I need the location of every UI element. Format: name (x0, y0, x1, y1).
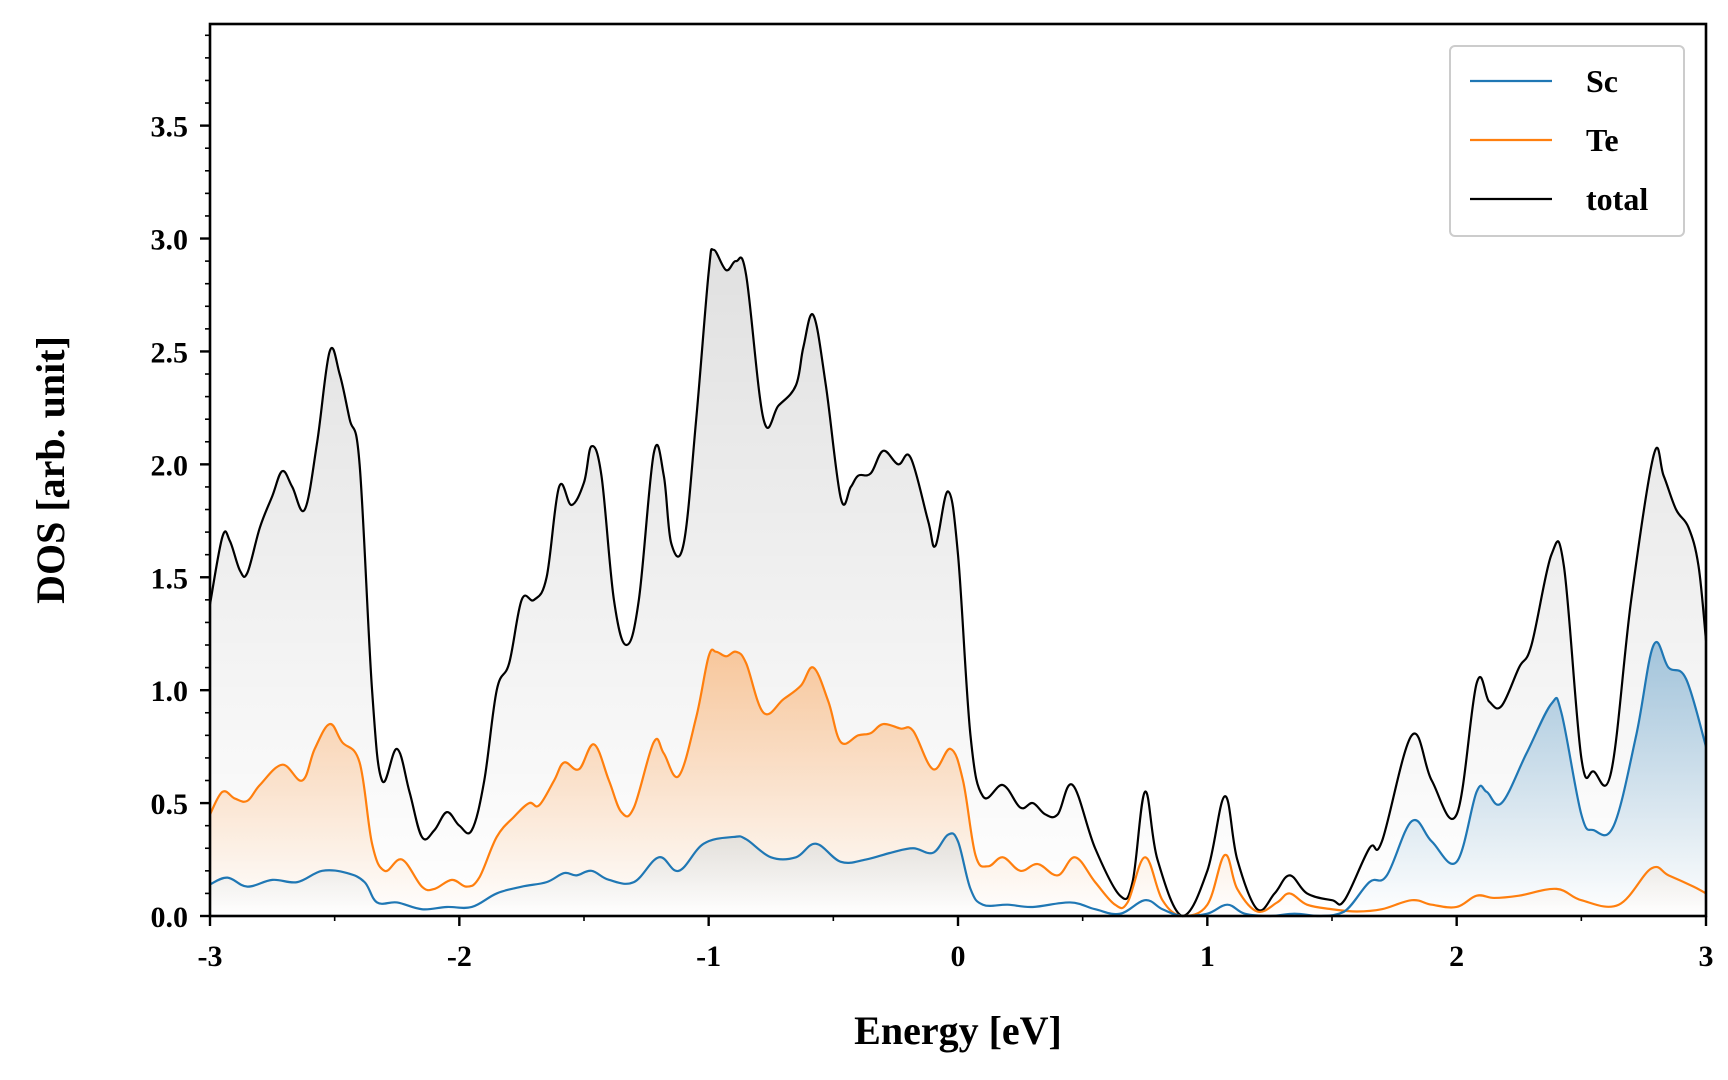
x-axis-title: Energy [eV] (854, 1008, 1062, 1053)
x-tick-label: 1 (1200, 940, 1215, 973)
series-line-sc (209, 641, 1708, 918)
y-tick-label: 0.0 (151, 901, 189, 934)
x-tick-label: -1 (696, 940, 721, 973)
y-tick-label: 1.5 (151, 562, 189, 595)
y-tick-label: 2.0 (151, 449, 189, 482)
y-tick-label: 2.5 (151, 336, 189, 369)
legend-label-total: total (1586, 181, 1648, 217)
legend-label-sc: Sc (1586, 63, 1618, 99)
series-line-te (209, 648, 1707, 918)
x-tick-label: 3 (1699, 940, 1714, 973)
axis-ticks (200, 34, 1708, 926)
y-axis-title: DOS [arb. unit] (28, 336, 73, 604)
y-tick-label: 3.0 (151, 224, 189, 257)
series-fills (210, 249, 1706, 916)
legend-box (1449, 45, 1685, 237)
y-tick-label: 1.0 (151, 675, 189, 708)
axis-tick-labels: -3 -2 -1 0 1 2 3 0.0 0.5 1.0 1.5 2.0 2.5 3.0 3.5 (151, 111, 1714, 973)
series-fill-te (210, 649, 1706, 916)
x-tick-label: -2 (447, 940, 472, 973)
series-line-total (208, 248, 1708, 918)
legend-label-te: Te (1586, 122, 1619, 158)
x-tick-label: 0 (951, 940, 966, 973)
x-tick-label: -3 (198, 940, 223, 973)
series-lines (208, 248, 1708, 918)
x-tick-label: 2 (1449, 940, 1464, 973)
legend: Sc Te total (1449, 45, 1685, 237)
series-fill-total (210, 249, 1706, 916)
y-tick-label: 3.5 (151, 111, 189, 144)
y-tick-label: 0.5 (151, 788, 189, 821)
